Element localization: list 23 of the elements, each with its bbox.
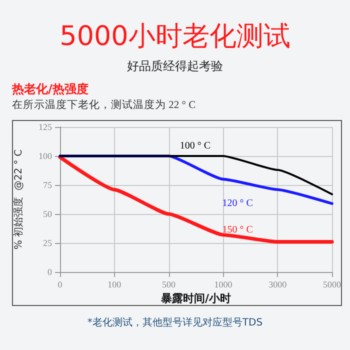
- y-tick-label: 50: [43, 209, 52, 219]
- y-tick-label: 125: [38, 122, 52, 132]
- series-label: 100 ° C: [180, 140, 211, 152]
- y-tick-label: 0: [48, 267, 52, 277]
- y-tick-label: 75: [43, 180, 52, 190]
- chart-title: 5000小时老化测试: [60, 21, 290, 52]
- x-tick-label: 1000: [214, 280, 233, 290]
- x-tick-label: 500: [162, 280, 176, 290]
- chart-subtitle: 好品质经得起考验: [127, 59, 223, 73]
- text: 在所示温度下老化，测试温度为 22 ° C: [12, 98, 196, 111]
- y-axis-title: % 初始强度 @22 ° C: [12, 149, 24, 250]
- x-tick-label: 3000: [268, 280, 288, 290]
- x-tick-label: 100: [108, 280, 122, 290]
- text: *老化测试，其他型号详见对应型号TDS: [87, 316, 263, 328]
- x-tick-label: 0: [58, 280, 63, 290]
- series-label: 150 ° C: [222, 224, 254, 236]
- y-tick-label: 100: [38, 151, 52, 161]
- y-tick-label: 25: [43, 238, 52, 248]
- series-label: 120 ° C: [222, 198, 254, 210]
- x-tick-label: 5000: [323, 280, 342, 290]
- x-axis-title: 暴露时间/小时: [160, 292, 232, 305]
- line-series: [58, 155, 334, 244]
- text: 热老化/热强度: [11, 82, 88, 96]
